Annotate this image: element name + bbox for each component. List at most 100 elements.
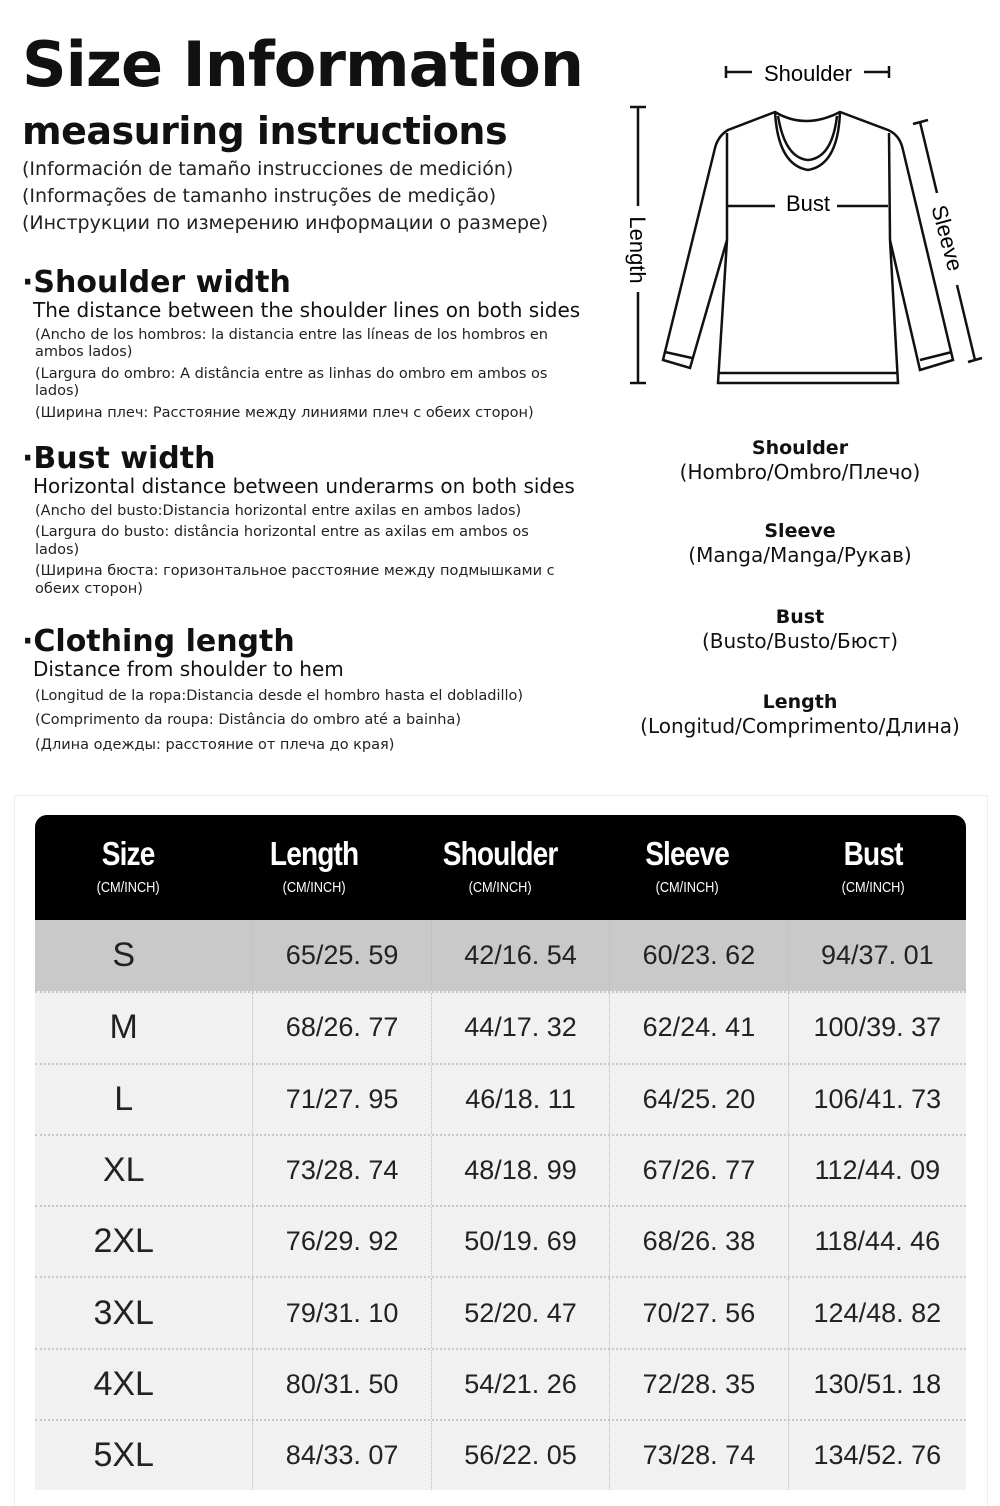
measurement-cell: 94/37. 01 <box>787 920 966 992</box>
column-header-bust: Bust (CM/INCH) <box>780 815 966 920</box>
measurement-cell: 70/27. 56 <box>609 1278 787 1348</box>
page-title: Size Information <box>22 28 584 101</box>
column-name: Bust <box>843 835 903 872</box>
measurement-cell: 56/22. 05 <box>430 1421 609 1491</box>
shirt-outline-icon <box>630 66 983 385</box>
legend-term: Sleeve <box>764 520 836 542</box>
subtitle-translation-pt: (Informações de tamanho instruções de me… <box>22 185 497 207</box>
section-heading: ·Shoulder width <box>22 265 291 300</box>
table-row: 5XL 84/33. 07 56/22. 05 73/28. 74 134/52. 76 <box>35 1419 966 1491</box>
legend-sleeve: Sleeve (Manga/Manga/Рукав) <box>620 520 980 567</box>
measurement-cell: 65/25. 59 <box>252 920 430 992</box>
subtitle-translation-es: (Información de tamaño instrucciones de … <box>22 158 514 180</box>
column-name: Length <box>270 835 359 872</box>
column-header-sleeve: Sleeve (CM/INCH) <box>594 815 780 920</box>
page-subtitle: measuring instructions <box>22 109 508 153</box>
column-header-size: Size (CM/INCH) <box>35 815 221 920</box>
section-translation: (Largura do busto: distância horizontal … <box>35 524 529 558</box>
section-translation: (Ancho de los hombros: la distancia entr… <box>35 327 548 361</box>
legend-term: Bust <box>775 606 825 628</box>
legend-translation: (Longitud/Comprimento/Длина) <box>640 714 960 738</box>
subtitle-translation-ru: (Инструкции по измерению информации о ра… <box>22 212 549 234</box>
section-translation: (Ancho del busto:Distancia horizontal en… <box>35 503 522 519</box>
section-translation: (Comprimento da roupa: Distância do ombr… <box>35 712 462 729</box>
table-row: 4XL 80/31. 50 54/21. 26 72/28. 35 130/51. 18 <box>35 1347 966 1420</box>
column-header-shoulder: Shoulder (CM/INCH) <box>407 815 593 920</box>
shirt-diagram: Shoulder Bust Length Sleeve <box>625 61 983 385</box>
size-cell: S <box>112 936 136 975</box>
table-row: XL 73/28. 74 48/18. 99 67/26. 77 112/44. 09 <box>35 1133 966 1206</box>
table-row: 3XL 79/31. 10 52/20. 47 70/27. 56 124/48. 82 <box>35 1276 966 1348</box>
table-header: Size (CM/INCH) Length (CM/INCH) Shoulder (CM/… <box>35 815 966 920</box>
measurement-cell: 50/19. 69 <box>430 1207 609 1277</box>
legend-term: Length <box>762 691 838 713</box>
diagram-sleeve-label: Sleeve <box>926 202 968 273</box>
section-shoulder-width: ·Shoulder width The distance between the… <box>22 268 582 422</box>
measurement-cell: 44/17. 32 <box>430 993 609 1063</box>
measurement-cell: 48/18. 99 <box>430 1135 609 1206</box>
column-unit: (CM/INCH) <box>468 879 533 896</box>
table-body: S 65/25. 59 42/16. 54 60/23. 62 94/37. 01 M 68… <box>35 920 966 1491</box>
measurement-cell: 52/20. 47 <box>430 1278 609 1348</box>
table-row: L 71/27. 95 46/18. 11 64/25. 20 106/41. 73 <box>35 1062 966 1134</box>
measurement-cell: 79/31. 10 <box>252 1278 430 1348</box>
size-cell: 5XL <box>93 1436 154 1475</box>
measurement-cell: 118/44. 46 <box>787 1207 966 1277</box>
measurement-cell: 100/39. 37 <box>787 993 966 1063</box>
size-cell: L <box>114 1079 134 1118</box>
table-row: 2XL 76/29. 92 50/19. 69 68/26. 38 118/44. 46 <box>35 1205 966 1277</box>
measurement-cell: 76/29. 92 <box>252 1207 430 1277</box>
size-cell: 3XL <box>93 1293 154 1332</box>
measurement-cell: 73/28. 74 <box>252 1135 430 1206</box>
measurement-cell: 130/51. 18 <box>787 1349 966 1420</box>
column-name: Size <box>101 835 156 872</box>
measurement-cell: 84/33. 07 <box>252 1421 430 1491</box>
measurement-cell: 71/27. 95 <box>252 1064 430 1134</box>
table-row: S 65/25. 59 42/16. 54 60/23. 62 94/37. 01 <box>35 920 966 992</box>
diagram-bust-label: Bust <box>786 191 830 216</box>
size-cell: M <box>109 1008 138 1047</box>
section-description: The distance between the shoulder lines … <box>33 298 581 322</box>
legend-term: Shoulder <box>751 437 849 459</box>
measurement-cell: 67/26. 77 <box>609 1135 787 1206</box>
measurement-cell: 124/48. 82 <box>787 1278 966 1348</box>
size-cell: XL <box>102 1151 145 1190</box>
legend-translation: (Hombro/Ombro/Плечо) <box>679 460 921 484</box>
size-cell: 4XL <box>93 1364 154 1403</box>
table-frame <box>14 795 988 1506</box>
section-translation: (Ширина бюста: горизонтальное расстояние… <box>35 563 555 597</box>
measurement-cell: 72/28. 35 <box>609 1349 787 1420</box>
measurement-cell: 106/41. 73 <box>787 1064 966 1134</box>
diagram-shoulder-label: Shoulder <box>764 61 852 86</box>
size-table: Size (CM/INCH) Length (CM/INCH) Shoulder (CM/… <box>35 815 966 1491</box>
section-clothing-length: ·Clothing length Distance from shoulder … <box>22 627 582 754</box>
section-description: Horizontal distance between underarms on… <box>33 474 575 498</box>
legend-translation: (Busto/Busto/Бюст) <box>701 629 899 653</box>
column-header-length: Length (CM/INCH) <box>221 815 407 920</box>
measurement-cell: 46/18. 11 <box>430 1064 609 1134</box>
measurement-cell: 112/44. 09 <box>787 1135 966 1206</box>
measurement-cell: 62/24. 41 <box>609 993 787 1063</box>
measurement-cell: 80/31. 50 <box>252 1349 430 1420</box>
column-name: Sleeve <box>644 835 730 872</box>
section-bust-width: ·Bust width Horizontal distance between … <box>22 444 582 598</box>
column-unit: (CM/INCH) <box>841 879 905 896</box>
table-row: M 68/26. 77 44/17. 32 62/24. 41 100/39. 37 <box>35 991 966 1063</box>
measurement-cell: 68/26. 38 <box>609 1207 787 1277</box>
measurement-cell: 54/21. 26 <box>430 1349 609 1420</box>
measurement-cell: 134/52. 76 <box>787 1421 966 1491</box>
measurement-cell: 42/16. 54 <box>430 920 609 992</box>
measurement-cell: 68/26. 77 <box>252 993 430 1063</box>
legend-shoulder: Shoulder (Hombro/Ombro/Плечо) <box>620 437 980 484</box>
legend-bust: Bust (Busto/Busto/Бюст) <box>620 606 980 653</box>
measurement-cell: 60/23. 62 <box>609 920 787 992</box>
column-unit: (CM/INCH) <box>655 879 719 896</box>
legend-length: Length (Longitud/Comprimento/Длина) <box>620 691 980 738</box>
column-unit: (CM/INCH) <box>96 879 160 896</box>
section-description: Distance from shoulder to hem <box>33 657 344 681</box>
section-heading: ·Bust width <box>22 441 216 476</box>
legend-translation: (Manga/Manga/Рукав) <box>688 543 912 567</box>
section-translation: (Largura do ombro: A distância entre as … <box>35 365 548 400</box>
measurement-cell: 73/28. 74 <box>609 1421 787 1491</box>
column-name: Shoulder <box>443 835 559 872</box>
